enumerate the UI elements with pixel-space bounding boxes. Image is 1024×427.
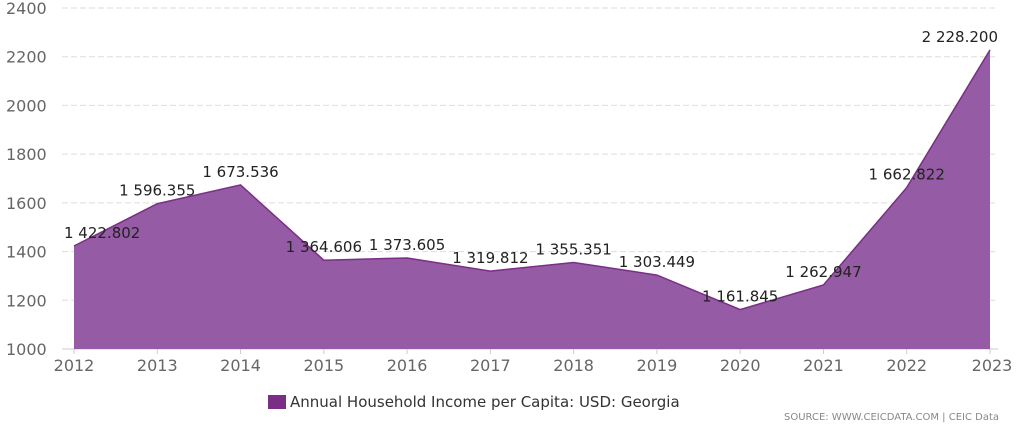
data-label: 1 662.822 [869,166,945,184]
data-label: 1 673.536 [202,163,278,181]
y-tick-label: 1000 [6,340,47,359]
x-tick-label: 2023 [972,356,1013,375]
x-tick-label: 2012 [54,356,95,375]
x-tick-label: 2015 [303,356,344,375]
area-line [73,49,991,311]
data-label: 1 373.605 [369,236,445,254]
data-label: 1 422.802 [64,224,140,242]
data-label: 1 596.355 [119,182,195,200]
y-tick-label: 1200 [6,291,47,310]
legend[interactable]: Annual Household Income per Capita: USD:… [268,393,680,411]
y-tick-label: 1800 [6,145,47,164]
data-label: 1 355.351 [535,240,611,258]
data-label: 1 161.845 [702,288,778,306]
legend-swatch [268,395,286,409]
x-tick-label: 2014 [220,356,261,375]
data-label: 1 364.606 [286,238,362,256]
y-tick-label: 2200 [6,48,47,67]
area-series [73,49,991,349]
x-tick-label: 2017 [470,356,511,375]
y-tick-label: 2400 [6,0,47,18]
source-note: SOURCE: WWW.CEICDATA.COM | CEIC Data [783,412,999,423]
data-label: 1 319.812 [452,249,528,267]
y-tick-label: 1600 [6,194,47,213]
x-tick-label: 2019 [637,356,678,375]
x-tick-label: 2013 [137,356,178,375]
x-tick-label: 2022 [886,356,927,375]
x-tick-label: 2016 [387,356,428,375]
legend-label: Annual Household Income per Capita: USD:… [290,393,680,411]
x-tick-label: 2021 [803,356,844,375]
data-label: 1 303.449 [619,253,695,271]
y-tick-label: 1400 [6,243,47,262]
area-fill [74,49,990,349]
x-tick-label: 2020 [720,356,761,375]
x-axis-ticks: 2012 2013 2014 2015 2016 2017 2018 2019 2020 2021… [54,349,1013,375]
data-label: 1 262.947 [785,263,861,281]
y-axis-ticks: 1000 1200 1400 1600 1800 2000 2200 2400 [6,0,47,359]
x-tick-label: 2018 [553,356,594,375]
y-tick-label: 2000 [6,96,47,115]
data-label: 2 228.200 [922,28,998,46]
data-labels: 1 422.802 1 596.355 1 673.536 1 364.606 1 37… [64,28,998,306]
